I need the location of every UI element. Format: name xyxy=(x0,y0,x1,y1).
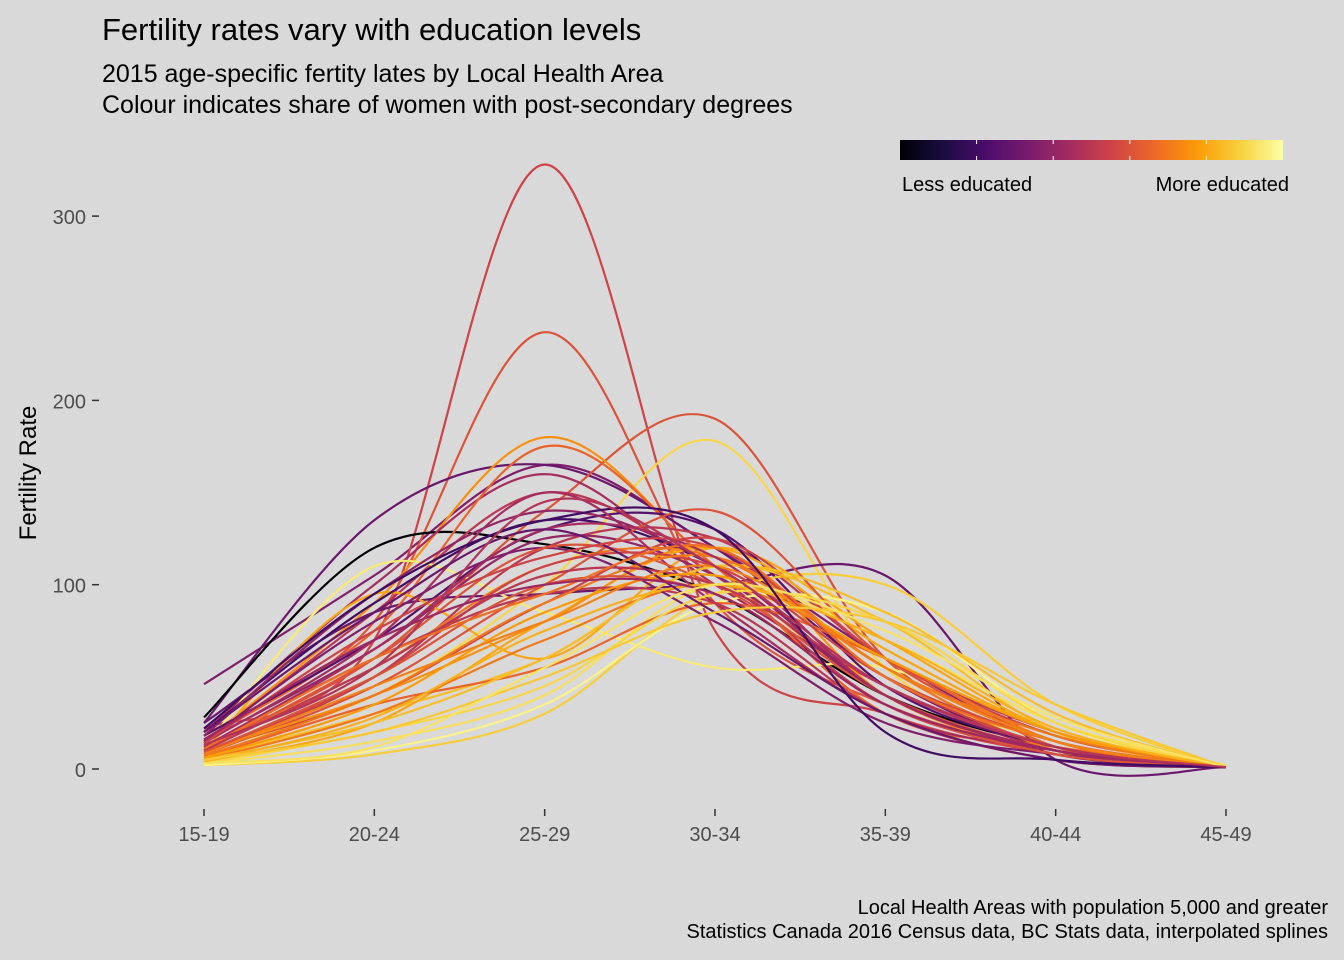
series-line xyxy=(203,606,1227,769)
x-axis: 15-19 20-24 25-29 30-34 35-39 40-44 45-49 xyxy=(178,809,1252,846)
legend-high-label: More educated xyxy=(1156,174,1289,196)
y-tick-label: 300 xyxy=(53,207,86,229)
x-tick-label: 35-39 xyxy=(860,824,911,846)
y-tick-label: 200 xyxy=(53,391,86,413)
series-line xyxy=(203,506,1227,769)
x-tick-label: 40-44 xyxy=(1030,824,1081,846)
caption-line-2: Statistics Canada 2016 Census data, BC S… xyxy=(687,921,1329,943)
series-line xyxy=(203,577,1227,769)
x-tick-label: 25-29 xyxy=(519,824,570,846)
x-tick-label: 15-19 xyxy=(178,824,229,846)
chart-subtitle-line-2: Colour indicates share of women with pos… xyxy=(102,91,793,119)
y-tick-label: 0 xyxy=(75,760,86,782)
series-line xyxy=(203,497,1227,769)
y-axis-label: Fertility Rate xyxy=(15,406,42,541)
chart-subtitle-line-1: 2015 age-specific fertity lates by Local… xyxy=(102,60,664,88)
series-line xyxy=(203,582,1227,769)
legend-colorbar xyxy=(900,140,1283,160)
legend-low-label: Less educated xyxy=(902,174,1032,196)
color-legend: Less educated More educated xyxy=(900,140,1289,196)
series-line xyxy=(203,572,1227,769)
chart-title: Fertility rates vary with education leve… xyxy=(102,12,641,47)
y-tick-label: 100 xyxy=(53,576,86,598)
caption-line-1: Local Health Areas with population 5,000… xyxy=(858,897,1329,919)
y-axis: 0 100 200 300 xyxy=(53,207,99,782)
series-layer xyxy=(203,163,1227,777)
x-tick-label: 20-24 xyxy=(349,824,400,846)
x-tick-label: 30-34 xyxy=(689,824,740,846)
x-tick-label: 45-49 xyxy=(1200,824,1251,846)
